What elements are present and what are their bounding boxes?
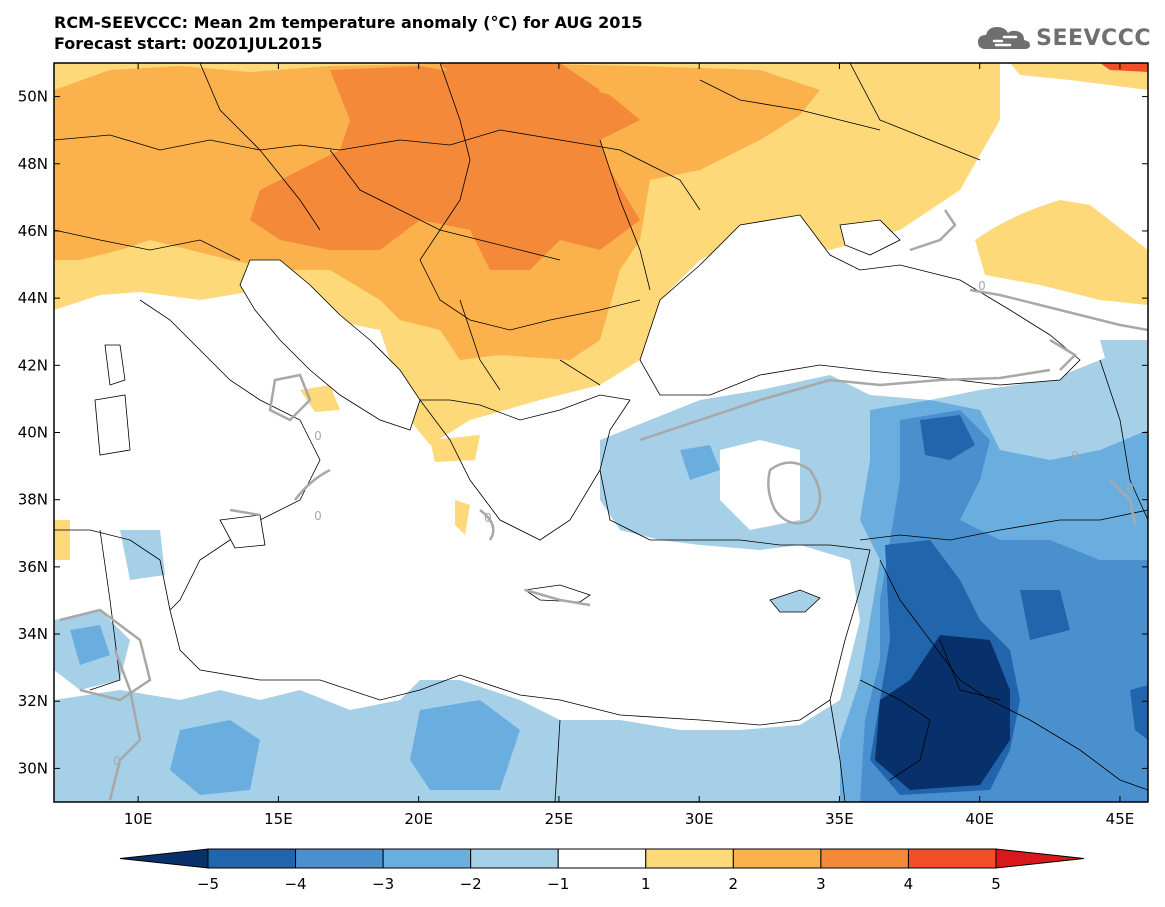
- colorbar-segment: [470, 848, 559, 869]
- zero-contour-label: 0: [314, 429, 322, 443]
- lat-tick-label: 38N: [18, 491, 48, 509]
- colorbar-segment: [207, 848, 297, 869]
- colorbar-segment: [907, 848, 997, 869]
- sicily-island: [219, 514, 266, 549]
- italy-coast: [139, 299, 321, 611]
- colorbar-label: −1: [547, 875, 569, 893]
- crete-island: [523, 584, 591, 603]
- corsica-sardinia: [94, 344, 131, 456]
- colorbar-label: 4: [904, 875, 914, 893]
- latitude-axis: 50N 48N 46N 44N 42N 40N 38N 36N 34N 32N 30N: [18, 88, 1148, 777]
- lon-tick-label: 30E: [685, 810, 714, 828]
- colorbar-label: −5: [197, 875, 219, 893]
- lat-tick-label: 34N: [18, 625, 48, 643]
- cyprus-island: [769, 589, 821, 613]
- cloud-icon: [978, 27, 1031, 49]
- zero-contour-label: 0: [978, 279, 986, 293]
- zero-contour-label: 0: [1126, 481, 1134, 495]
- lat-tick-label: 44N: [18, 289, 48, 307]
- zero-contour-label: 0: [484, 511, 492, 525]
- seevccc-logo: SEEVCCC: [976, 22, 1151, 54]
- mediterranean-coast: [54, 469, 871, 726]
- zero-contour-lines: [59, 209, 1148, 801]
- aegean-coast: [419, 394, 631, 541]
- lat-tick-label: 48N: [18, 155, 48, 173]
- zero-contour-label: 0: [314, 509, 322, 523]
- black-sea: [639, 214, 1081, 396]
- colorbar-label: 2: [729, 875, 739, 893]
- adriatic-sea: [239, 259, 421, 431]
- lat-tick-label: 46N: [18, 222, 48, 240]
- colorbar-segment: [382, 848, 472, 869]
- lon-tick-label: 25E: [545, 810, 574, 828]
- lon-tick-label: 45E: [1106, 810, 1135, 828]
- colorbar-segment: [820, 848, 909, 869]
- lat-tick-label: 30N: [18, 759, 48, 777]
- zero-contour-labels: 0 0 0 0 0 0 0: [113, 279, 1134, 768]
- lat-tick-label: 40N: [18, 424, 48, 442]
- colorbar-segment: [732, 848, 822, 869]
- colorbar-low-arrow: [119, 848, 209, 869]
- country-borders: [54, 63, 1148, 802]
- azov-sea: [839, 219, 901, 256]
- colorbar-segment: [295, 848, 384, 869]
- lat-tick-label: 32N: [18, 692, 48, 710]
- lon-tick-label: 40E: [965, 810, 994, 828]
- colorbar: −5 −4 −3 −2 −1 1 2 3 4 5: [119, 848, 1085, 893]
- lat-tick-label: 50N: [18, 88, 48, 106]
- lon-tick-label: 10E: [124, 810, 153, 828]
- cool-anomaly-5c: [875, 635, 1010, 790]
- lon-tick-label: 20E: [404, 810, 433, 828]
- logo-text: SEEVCCC: [1036, 25, 1151, 51]
- colorbar-segment: [645, 848, 734, 869]
- warm-anomaly-3c: [250, 66, 640, 270]
- zero-contour-label: 0: [1071, 449, 1079, 463]
- colorbar-label: −3: [372, 875, 394, 893]
- forecast-start: Forecast start: 00Z01JUL2015: [54, 34, 323, 53]
- colorbar-label: 3: [816, 875, 826, 893]
- colorbar-label: 5: [991, 875, 1001, 893]
- longitude-axis: 10E 15E 20E 25E 30E 35E 40E 45E: [124, 63, 1134, 828]
- lat-tick-label: 36N: [18, 558, 48, 576]
- map-title: RCM-SEEVCCC: Mean 2m temperature anomaly…: [54, 13, 643, 32]
- map-field: [54, 63, 1148, 802]
- colorbar-label: 1: [641, 875, 651, 893]
- colorbar-label: −4: [284, 875, 306, 893]
- colorbar-label: −2: [460, 875, 482, 893]
- lat-tick-label: 42N: [18, 356, 48, 374]
- lon-tick-label: 15E: [264, 810, 293, 828]
- colorbar-segment: [557, 848, 647, 869]
- colorbar-high-arrow: [995, 848, 1085, 869]
- lon-tick-label: 35E: [825, 810, 854, 828]
- zero-contour-label: 0: [113, 754, 121, 768]
